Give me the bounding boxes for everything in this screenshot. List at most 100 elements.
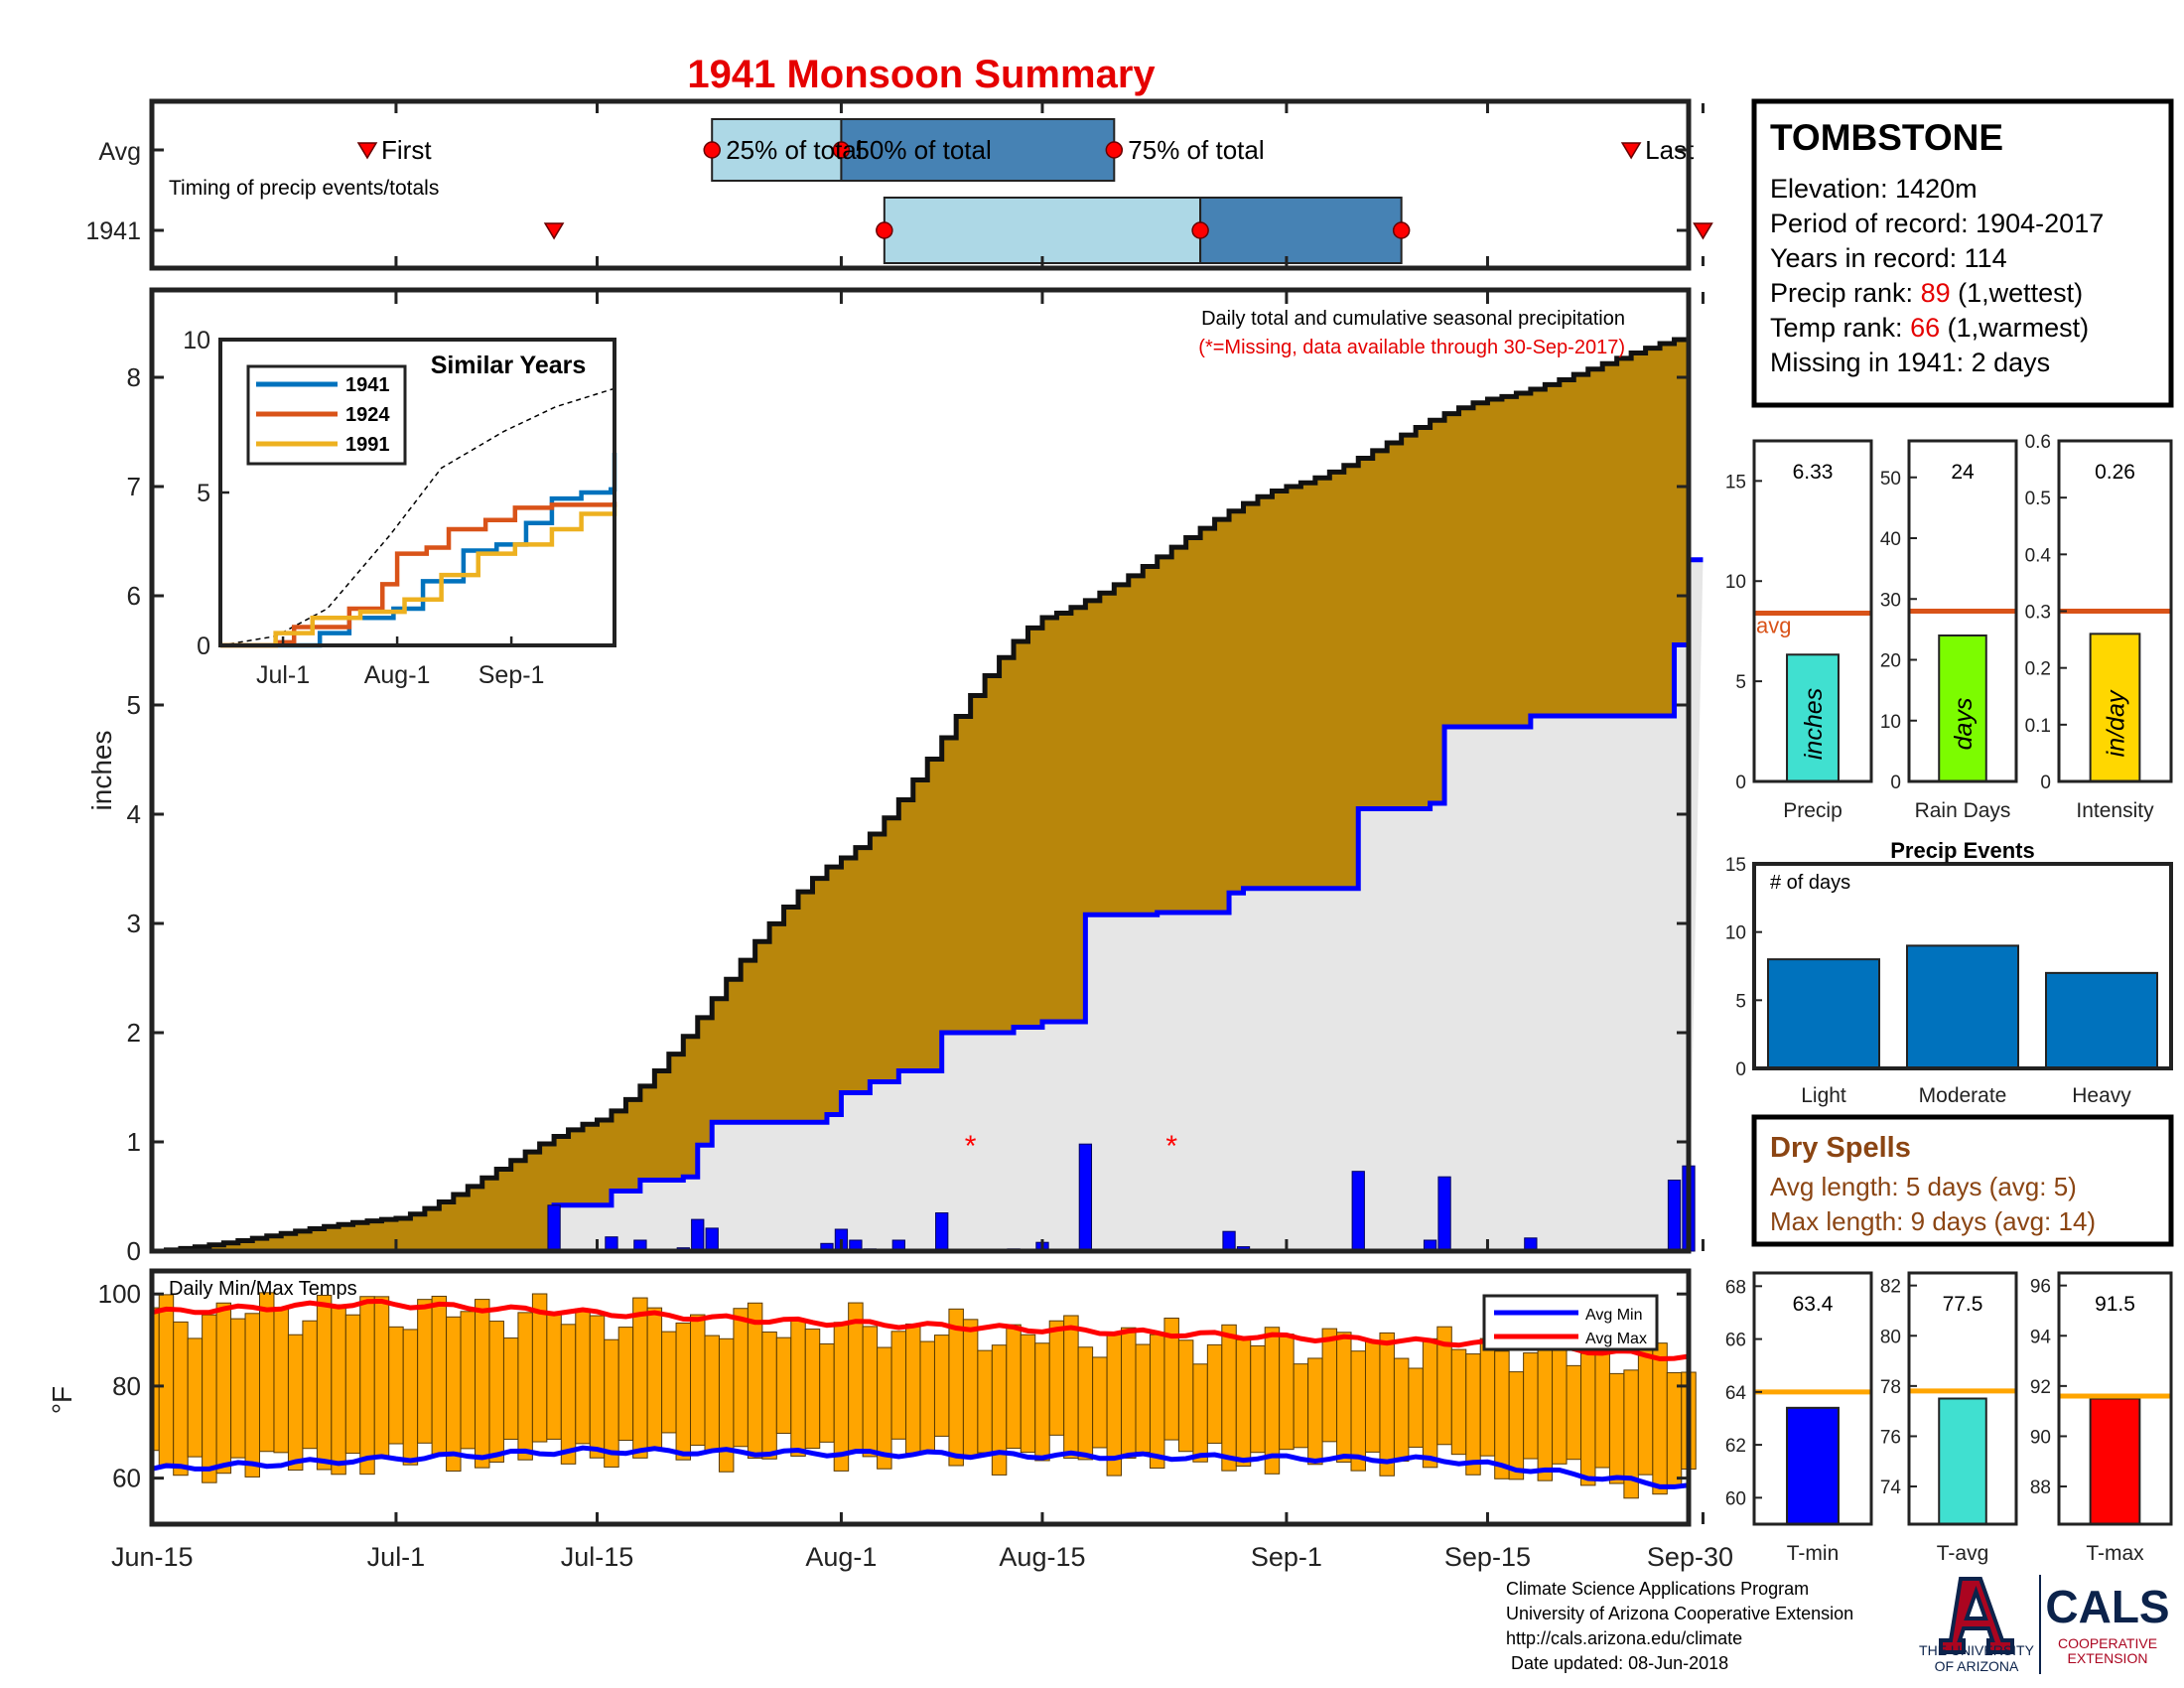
temp-daily-bar-18 [402, 1329, 419, 1466]
temp-daily-bar-82 [1321, 1328, 1338, 1443]
temp-daily-bar-5 [215, 1302, 232, 1475]
timing-year-first-marker [543, 222, 565, 240]
stat-value-4-2: 0.26 [2095, 461, 2135, 484]
temps-ylabel: °F [47, 1386, 77, 1414]
temp-daily-bar-94 [1494, 1350, 1510, 1479]
avg-min-temp-line [151, 1445, 1690, 1489]
ua-logo: THE UNIVERSITY OF ARIZONA [1919, 1577, 2035, 1674]
temp-daily-bar-33 [617, 1327, 634, 1442]
timing-label-p50: 50% of total [855, 135, 991, 165]
events-ylabel: # of days [1770, 872, 1850, 894]
stat-unit-4-2: in/day [2103, 689, 2130, 757]
stat-panel-frame-6-2 [2057, 1271, 2173, 1526]
temp-ytick-label-0: 60 [112, 1464, 141, 1493]
stat-value-6-2: 91.5 [2095, 1293, 2135, 1316]
temp-daily-bar-104 [1637, 1338, 1654, 1476]
temps-legend-box [1482, 1294, 1659, 1351]
daily-precip-bar-21 [1667, 1180, 1682, 1252]
legend-avg-min-label: Avg Min [1585, 1307, 1643, 1324]
temp-daily-bar-25 [502, 1337, 519, 1440]
temp-daily-bar-15 [359, 1296, 375, 1476]
temp-daily-bar-99 [1566, 1364, 1581, 1461]
year-cumulative-area [152, 559, 1704, 1251]
inset-ytick-label-1: 5 [197, 480, 210, 507]
stat-value-6-1: 77.5 [1943, 1293, 1983, 1316]
temp-daily-bar-48 [833, 1322, 850, 1472]
temp-daily-bar-14 [344, 1314, 361, 1455]
temp-daily-bar-72 [1177, 1339, 1194, 1453]
station-name: TOMBSTONE [1770, 117, 2003, 158]
timing-row-year: 1941 [85, 217, 141, 245]
ua-a-mark [1939, 1577, 2014, 1654]
stat-ytick-label-4-0-0: 0 [1735, 773, 1746, 793]
stat-label-6-0: T-min [1787, 1542, 1840, 1565]
station-info-box: TOMBSTONE Elevation: 1420m Period of rec… [1751, 98, 2174, 408]
stat-avg-label-4-0: avg [1756, 614, 1791, 638]
temp-daily-bar-35 [646, 1307, 663, 1449]
temp-stats-panels: 63.4 T-min 60 62 64 66 68 77.5 T-avg 74 76 78 80 82 91… [1725, 1271, 2173, 1565]
events-ytick-label-2: 10 [1725, 923, 1746, 944]
stat-ytick-label-4-1-4: 40 [1880, 529, 1901, 550]
timing-avg-pct-marker-2 [832, 141, 851, 159]
temp-daily-bar-10 [287, 1334, 304, 1472]
stat-unit-4-0: inches [1800, 688, 1828, 760]
timing-avg-q2-box [840, 118, 1116, 182]
stat-ytick-label-4-1-3: 30 [1880, 590, 1901, 611]
avg-cumulative-line [152, 337, 1689, 1254]
temp-daily-bar-101 [1594, 1349, 1610, 1469]
stat-ytick-label-6-1-2: 78 [1880, 1377, 1901, 1398]
stat-label-4-1: Rain Days [1915, 799, 2011, 822]
stat-ytick-label-4-2-4: 0.4 [2025, 545, 2052, 566]
x-axis-tick-label-3: Aug-1 [805, 1542, 877, 1572]
year-cumulative-line [551, 557, 1704, 1251]
timing-frame [149, 98, 1692, 271]
temp-daily-bar-22 [460, 1311, 477, 1450]
temp-daily-bar-53 [905, 1323, 921, 1455]
temp-daily-bar-78 [1264, 1327, 1281, 1475]
stat-bar-precip [1786, 653, 1840, 783]
stat-label-4-0: Precip [1783, 799, 1843, 822]
cum-ytick-label-2: 2 [127, 1018, 141, 1048]
temp-daily-bar-29 [560, 1324, 577, 1465]
temp-daily-bar-60 [1006, 1324, 1022, 1450]
inset-legend-label-1941: 1941 [345, 374, 390, 396]
temp-daily-bar-2 [173, 1321, 189, 1477]
temps-title: Daily Min/Max Temps [169, 1278, 357, 1300]
events-bar-light [1767, 958, 1880, 1070]
stat-label-6-2: T-max [2086, 1542, 2144, 1565]
footer-line-3: http://cals.arizona.edu/climate [1506, 1628, 1742, 1648]
temp-daily-bar-49 [848, 1302, 864, 1454]
temp-daily-bar-51 [877, 1346, 892, 1470]
temp-daily-bar-31 [589, 1315, 606, 1459]
temp-daily-bar-66 [1092, 1356, 1108, 1449]
daily-precip-bar-15 [1222, 1230, 1236, 1252]
stat-bar-t-min [1786, 1406, 1840, 1525]
stat-ytick-label-6-1-4: 82 [1880, 1277, 1901, 1298]
timing-row-avg: Avg [98, 138, 141, 166]
footer-credits: Climate Science Applications Program Uni… [1506, 1579, 1853, 1673]
x-axis-tick-label-1: Jul-1 [367, 1542, 426, 1572]
timing-year-pct-marker-1 [876, 221, 893, 239]
temp-daily-bar-1 [158, 1294, 175, 1467]
temp-daily-bar-57 [962, 1319, 979, 1458]
temp-daily-bar-37 [675, 1322, 692, 1461]
legend-avg-max-label: Avg Max [1585, 1331, 1647, 1347]
timing-label-p75: 75% of total [1128, 135, 1264, 165]
cals-logo-sub-1: COOPERATIVE [2058, 1635, 2157, 1651]
temp-daily-bar-106 [1666, 1371, 1683, 1487]
temp-daily-bar-96 [1523, 1352, 1539, 1460]
temp-daily-bar-87 [1393, 1357, 1410, 1463]
daily-precip-bar-4 [691, 1218, 705, 1252]
temp-daily-bar-12 [316, 1295, 333, 1471]
ua-logo-line-2: OF ARIZONA [1935, 1658, 2019, 1674]
stat-ytick-label-4-2-0: 0 [2040, 773, 2051, 793]
dry-spells-box: Dry Spells Avg length: 5 days (avg: 5) M… [1751, 1114, 2174, 1247]
events-ytick-label-0: 0 [1735, 1059, 1746, 1080]
temp-daily-bar-38 [690, 1314, 706, 1446]
stat-ytick-label-6-2-3: 94 [2030, 1327, 2052, 1347]
station-box-frame [1751, 98, 2174, 408]
temp-daily-bar-44 [775, 1336, 792, 1434]
temp-daily-bar-56 [948, 1308, 964, 1467]
temp-daily-bar-97 [1537, 1328, 1554, 1481]
